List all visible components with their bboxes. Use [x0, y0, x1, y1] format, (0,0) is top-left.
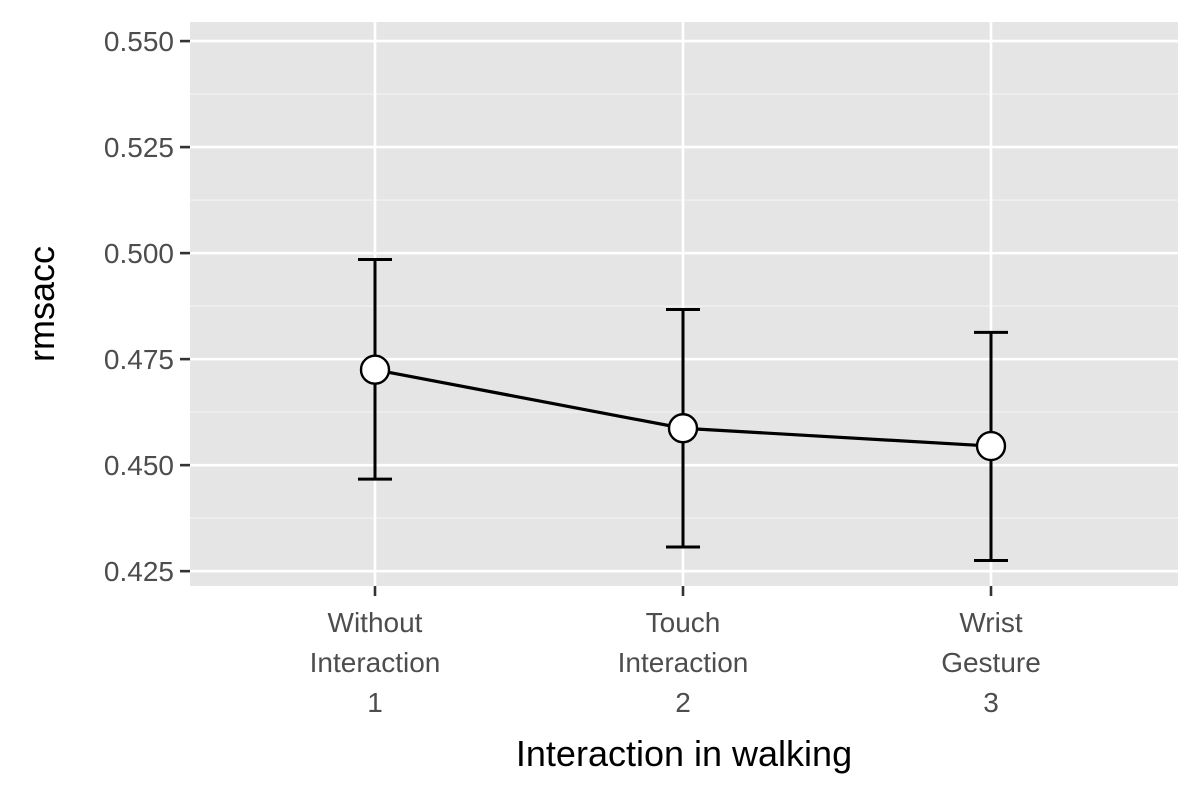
y-tick-label: 0.425 [104, 556, 174, 587]
x-tick-label: Touch Interaction 2 [618, 607, 749, 718]
data-point [667, 413, 699, 444]
y-tick-label: 0.550 [104, 26, 174, 57]
y-axis: 0.425 0.450 0.475 0.500 0.525 0.550 [104, 26, 190, 587]
x-tick-label-line: Wrist [959, 607, 1022, 638]
data-point [359, 354, 391, 385]
data-point [975, 430, 1007, 462]
x-axis: Without Interaction 1 Touch Interaction 2 Wris… [310, 586, 1041, 718]
data-points [359, 354, 1007, 462]
x-axis-title: Interaction in walking [516, 733, 852, 774]
y-tick-label: 0.475 [104, 344, 174, 375]
x-tick-label-line: Gesture [941, 647, 1041, 678]
y-tick-label: 0.450 [104, 450, 174, 481]
y-axis-title: rmsacc [21, 246, 62, 362]
y-tick-label: 0.525 [104, 132, 174, 163]
y-tick-label: 0.500 [104, 238, 174, 269]
x-tick-label-line: Touch [646, 607, 721, 638]
x-tick-label: Without Interaction 1 [310, 607, 441, 718]
x-tick-label-line: Interaction [618, 647, 749, 678]
x-tick-label-line: 3 [983, 687, 999, 718]
grid-major-lines [190, 22, 1178, 586]
x-tick-label-line: 1 [367, 687, 383, 718]
x-tick-label: Wrist Gesture 3 [941, 607, 1041, 718]
x-tick-label-line: Interaction [310, 647, 441, 678]
x-tick-label-line: 2 [675, 687, 691, 718]
x-tick-label-line: Without [328, 607, 423, 638]
